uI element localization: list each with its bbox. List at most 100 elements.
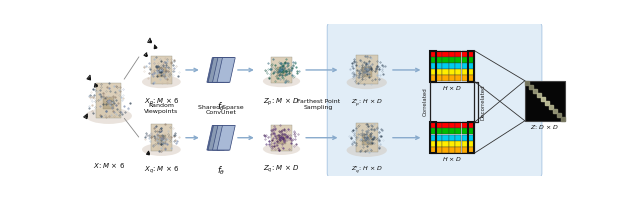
Polygon shape: [207, 125, 225, 150]
Polygon shape: [207, 125, 230, 150]
Bar: [461, 129, 468, 134]
Polygon shape: [217, 58, 236, 82]
Bar: [429, 75, 436, 81]
Bar: [436, 147, 442, 153]
Bar: [442, 135, 449, 141]
Text: $f_\theta$: $f_\theta$: [217, 165, 225, 177]
Bar: [429, 63, 436, 69]
Bar: [455, 57, 461, 63]
Bar: [468, 122, 474, 128]
Bar: [525, 81, 565, 121]
Polygon shape: [207, 58, 225, 82]
Bar: [436, 63, 442, 69]
FancyBboxPatch shape: [327, 22, 542, 178]
Bar: [436, 69, 442, 75]
Text: $Z^{\prime}_p$: $H$ × $D$: $Z^{\prime}_p$: $H$ × $D$: [351, 98, 383, 109]
Bar: [461, 147, 468, 153]
Bar: [436, 141, 442, 147]
Bar: [442, 141, 449, 147]
Text: $X_q$: $M$ × 6: $X_q$: $M$ × 6: [144, 165, 179, 176]
Bar: [436, 129, 442, 134]
Bar: [429, 122, 436, 128]
Bar: [436, 51, 442, 57]
Bar: [455, 63, 461, 69]
Bar: [429, 122, 436, 153]
Text: $Z^{\prime}_q$: $H$ × $D$: $Z^{\prime}_q$: $H$ × $D$: [351, 165, 383, 176]
Bar: [468, 141, 474, 147]
Text: Decorrelated: Decorrelated: [481, 84, 486, 120]
Bar: [461, 69, 468, 75]
Bar: [449, 129, 455, 134]
Bar: [461, 122, 468, 128]
Text: $Z_p$: $M$ × $D$: $Z_p$: $M$ × $D$: [264, 96, 300, 108]
Bar: [468, 51, 474, 57]
Bar: [449, 63, 455, 69]
Bar: [436, 75, 442, 81]
Bar: [455, 75, 461, 81]
Bar: [96, 83, 122, 118]
Bar: [429, 129, 436, 134]
Bar: [442, 129, 449, 134]
Bar: [449, 69, 455, 75]
Bar: [271, 57, 292, 83]
Bar: [271, 125, 292, 151]
Bar: [461, 51, 468, 57]
Text: Correlated: Correlated: [423, 88, 428, 116]
Bar: [429, 51, 436, 82]
Bar: [356, 123, 378, 152]
Bar: [461, 57, 468, 63]
Bar: [362, 67, 372, 77]
Ellipse shape: [85, 108, 132, 124]
Polygon shape: [212, 125, 235, 150]
Bar: [468, 135, 474, 141]
Bar: [150, 56, 172, 84]
Polygon shape: [217, 125, 236, 150]
Bar: [442, 147, 449, 153]
Bar: [468, 63, 474, 69]
Bar: [455, 135, 461, 141]
Bar: [468, 147, 474, 153]
Text: Farthest Point
Sampling: Farthest Point Sampling: [297, 99, 340, 110]
Bar: [468, 51, 474, 82]
Ellipse shape: [263, 75, 300, 87]
Bar: [442, 122, 449, 128]
Bar: [455, 69, 461, 75]
Bar: [449, 147, 455, 153]
Bar: [449, 57, 455, 63]
Bar: [468, 129, 474, 134]
Bar: [468, 57, 474, 63]
Bar: [436, 135, 442, 141]
Ellipse shape: [347, 144, 387, 157]
Ellipse shape: [263, 143, 300, 155]
Bar: [461, 135, 468, 141]
Bar: [362, 135, 372, 145]
Bar: [150, 124, 172, 151]
Text: $Z_q$: $M$ × $D$: $Z_q$: $M$ × $D$: [264, 164, 300, 175]
Bar: [356, 55, 378, 85]
Bar: [442, 57, 449, 63]
Bar: [429, 51, 474, 82]
Bar: [449, 122, 455, 128]
Text: $f_\theta$: $f_\theta$: [217, 101, 225, 113]
Bar: [277, 67, 286, 76]
Bar: [442, 69, 449, 75]
Bar: [429, 135, 436, 141]
Bar: [455, 51, 461, 57]
Bar: [429, 122, 474, 153]
Text: $Z$: $D$ × $D$: $Z$: $D$ × $D$: [531, 123, 559, 131]
Bar: [468, 122, 474, 153]
Bar: [429, 51, 436, 57]
Bar: [468, 69, 474, 75]
Text: $X_p$: $M$ × 6: $X_p$: $M$ × 6: [144, 97, 179, 109]
Bar: [468, 75, 474, 81]
Bar: [461, 63, 468, 69]
Polygon shape: [207, 58, 230, 82]
Polygon shape: [212, 58, 235, 82]
Bar: [455, 141, 461, 147]
Bar: [461, 75, 468, 81]
Text: $H$ × $D$: $H$ × $D$: [442, 155, 462, 163]
Bar: [442, 51, 449, 57]
Text: $H$ × $D$: $H$ × $D$: [442, 84, 462, 92]
Bar: [455, 129, 461, 134]
Bar: [442, 75, 449, 81]
